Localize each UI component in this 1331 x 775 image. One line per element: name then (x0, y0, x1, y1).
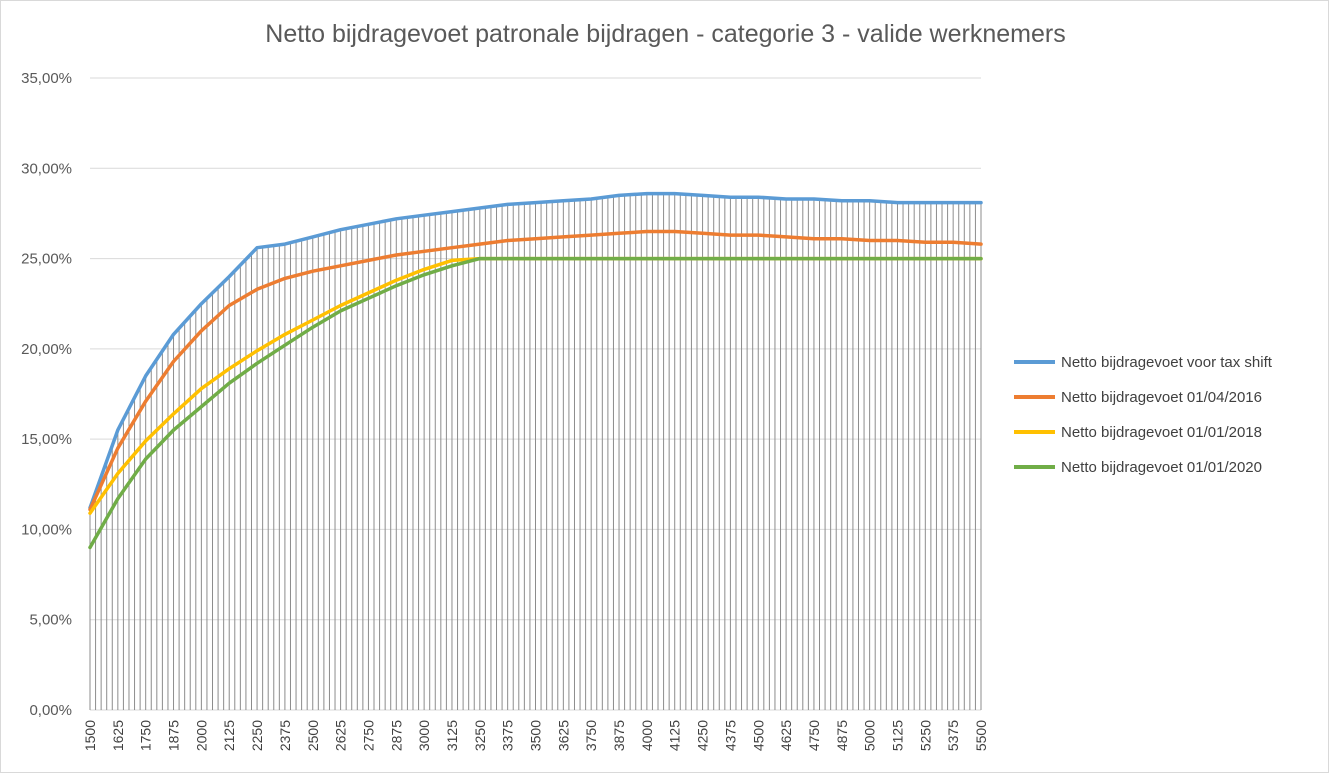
legend-item-4: Netto bijdragevoet 01/01/2020 (1014, 459, 1262, 476)
y-tick-label: 25,00% (21, 251, 72, 268)
x-tick-label: 5500 (973, 720, 989, 751)
y-tick-label: 20,00% (21, 341, 72, 358)
legend-label: Netto bijdragevoet 01/01/2018 (1061, 424, 1262, 441)
series-line-1 (88, 191, 983, 510)
y-axis-ticks: 0,00% 5,00% 10,00% 15,00% 20,00% 25,00% 30,00%… (21, 70, 72, 719)
x-tick-label: 5125 (889, 720, 905, 751)
legend-label: Netto bijdragevoet 01/04/2016 (1061, 389, 1262, 406)
y-tick-label: 30,00% (21, 160, 72, 177)
x-tick-label: 1750 (138, 720, 154, 751)
legend-item-3: Netto bijdragevoet 01/01/2018 (1014, 424, 1262, 441)
legend-label: Netto bijdragevoet voor tax shift (1061, 354, 1273, 371)
x-tick-label: 3375 (500, 720, 516, 751)
x-tick-label: 4125 (667, 720, 683, 751)
y-tick-label: 10,00% (21, 521, 72, 538)
series-lines (88, 191, 983, 550)
legend-item-1: Netto bijdragevoet voor tax shift (1014, 354, 1273, 371)
legend-label: Netto bijdragevoet 01/01/2020 (1061, 459, 1262, 476)
x-tick-label: 3500 (528, 720, 544, 751)
y-tick-label: 35,00% (21, 70, 72, 87)
x-tick-label: 2125 (221, 720, 237, 751)
legend-item-2: Netto bijdragevoet 01/04/2016 (1014, 389, 1262, 406)
x-tick-label: 2250 (249, 720, 265, 751)
x-tick-label: 3750 (583, 720, 599, 751)
x-tick-label: 5375 (945, 720, 961, 751)
x-tick-label: 3875 (611, 720, 627, 751)
x-tick-label: 4375 (722, 720, 738, 751)
x-tick-label: 2500 (305, 720, 321, 751)
x-tick-label: 2000 (193, 720, 209, 751)
x-axis-ticks: 1500 1625 1750 1875 2000 2125 2250 2375 2500 2625… (82, 720, 989, 751)
x-tick-label: 4750 (806, 720, 822, 751)
chart-title: Netto bijdragevoet patronale bijdragen -… (265, 20, 1066, 48)
x-tick-label: 4500 (750, 720, 766, 751)
y-tick-label: 5,00% (29, 612, 72, 629)
x-tick-label: 2750 (360, 720, 376, 751)
x-tick-label: 5000 (862, 720, 878, 751)
series-line-2 (88, 229, 983, 512)
legend: Netto bijdragevoet voor tax shift Netto b… (1014, 354, 1273, 476)
x-tick-label: 1500 (82, 720, 98, 751)
x-tick-label: 1875 (166, 720, 182, 751)
x-tick-label: 2375 (277, 720, 293, 751)
y-tick-label: 15,00% (21, 431, 72, 448)
x-tick-label: 2875 (388, 720, 404, 751)
drop-lines (89, 193, 982, 710)
series-line-4 (88, 256, 983, 550)
x-tick-label: 3000 (416, 720, 432, 751)
y-tick-label: 0,00% (29, 702, 72, 719)
x-tick-label: 5250 (917, 720, 933, 751)
x-tick-label: 4625 (778, 720, 794, 751)
x-tick-label: 3250 (472, 720, 488, 751)
x-tick-label: 3625 (555, 720, 571, 751)
x-tick-label: 4250 (695, 720, 711, 751)
x-tick-label: 4000 (639, 720, 655, 751)
x-tick-label: 2625 (333, 720, 349, 751)
x-tick-label: 4875 (834, 720, 850, 751)
x-tick-label: 3125 (444, 720, 460, 751)
x-tick-label: 1625 (110, 720, 126, 751)
